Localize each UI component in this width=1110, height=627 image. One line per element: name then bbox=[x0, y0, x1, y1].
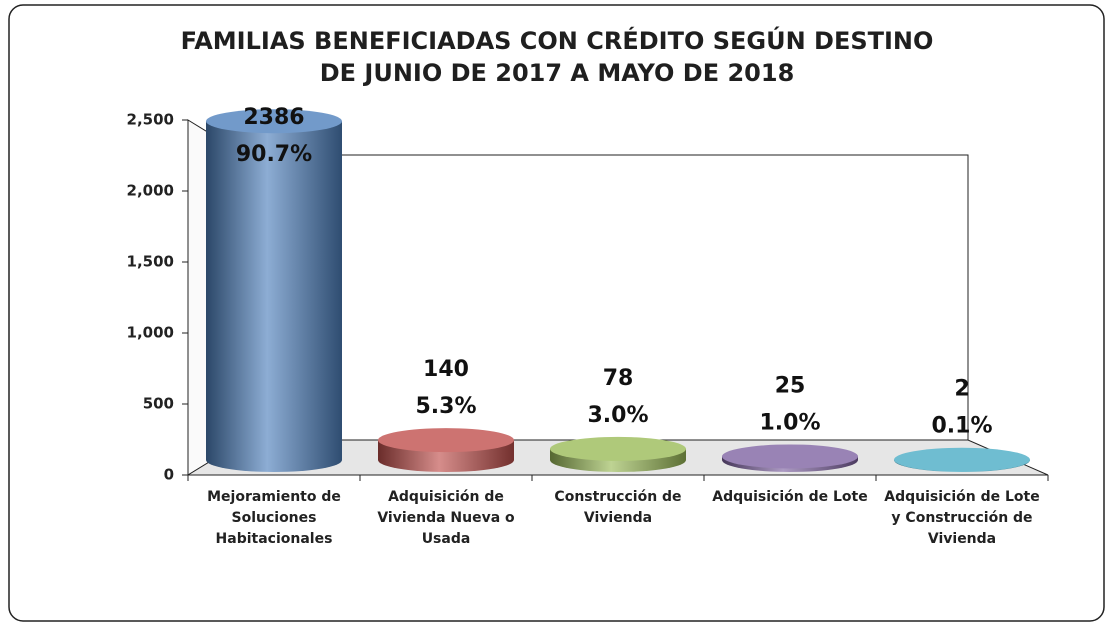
bar-top bbox=[894, 447, 1030, 472]
bar-top bbox=[550, 436, 686, 461]
value-label: 140 bbox=[423, 357, 469, 382]
x-tick-label: Construcción de Vivienda bbox=[554, 489, 682, 526]
x-tick-label: Adquisición de Vivienda Nueva o Usada bbox=[377, 489, 515, 547]
percent-label: 5.3% bbox=[415, 394, 476, 419]
value-label: 2386 bbox=[243, 105, 304, 130]
y-tick-label: 1,500 bbox=[127, 253, 174, 271]
x-tick-label: Adquisición de Lote y Construcción de Vi… bbox=[884, 489, 1040, 547]
x-tick-label: Mejoramiento de Soluciones Habitacionale… bbox=[207, 489, 341, 547]
y-tick-label: 0 bbox=[164, 466, 174, 484]
y-tick-label: 2,000 bbox=[127, 182, 174, 200]
bar-top bbox=[378, 428, 514, 453]
percent-label: 0.1% bbox=[931, 414, 992, 439]
back-wall bbox=[244, 154, 969, 441]
bar-top bbox=[206, 109, 342, 134]
y-tick-label: 500 bbox=[143, 395, 174, 413]
value-label: 2 bbox=[954, 377, 969, 402]
x-tick-label: Adquisición de Lote bbox=[712, 489, 868, 505]
y-tick-label: 1,000 bbox=[127, 324, 174, 342]
y-tick-label: 2,500 bbox=[127, 111, 174, 129]
value-label: 78 bbox=[603, 366, 634, 391]
chart-title: FAMILIAS BENEFICIADAS CON CRÉDITO SEGÚN … bbox=[181, 25, 934, 55]
percent-label: 1.0% bbox=[759, 410, 820, 435]
percent-label: 3.0% bbox=[587, 403, 648, 428]
value-label: 25 bbox=[775, 373, 806, 398]
percent-label: 90.7% bbox=[236, 142, 312, 167]
bar-top bbox=[722, 444, 858, 469]
bar bbox=[206, 121, 342, 473]
chart-subtitle: DE JUNIO DE 2017 A MAYO DE 2018 bbox=[320, 59, 795, 87]
